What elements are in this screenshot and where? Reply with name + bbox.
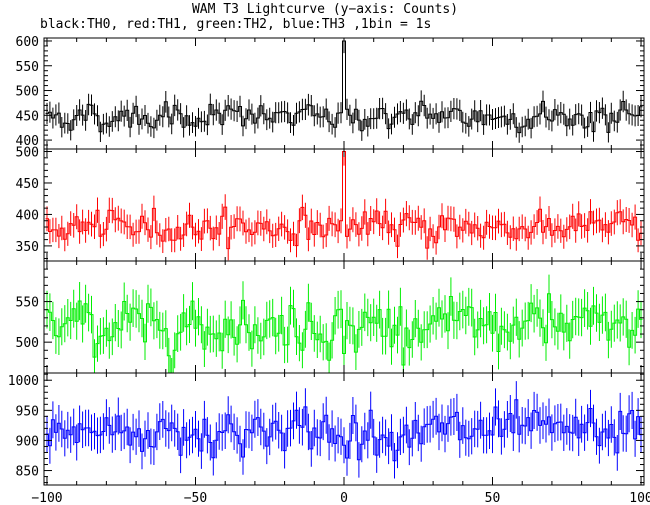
y-tick-label: 600 [16,35,39,50]
panel-th1: 350 400 450 500 [16,146,645,262]
y-tick-label: 1000 [8,374,39,389]
y-tick-label: 450 [16,177,39,192]
y-tick-label: 400 [16,208,39,223]
y-tick-label: 850 [16,465,39,480]
panel-frame [43,37,645,150]
chart-title: WAM T3 Lightcurve (y−axis: Counts) [191,2,459,17]
error-bars [46,381,642,479]
series-th2 [45,274,643,373]
y-tick-label: 500 [16,146,39,161]
x-tick-label: −100 [31,491,62,505]
step-line [45,40,643,134]
x-tick-label: 50 [485,491,501,505]
chart-subtitle: black:TH0, red:TH1, green:TH2, blue:TH3 … [40,17,432,32]
x-tick-label: −50 [184,491,207,505]
panel-th3: 850 900 950 1000 [8,372,645,486]
step-line [45,151,643,250]
x-tick-label: 0 [340,491,348,505]
x-tick-label: 100 [629,491,650,505]
y-tick-label: 950 [16,404,39,419]
series-th0 [45,38,643,143]
y-tick-label: 450 [16,109,39,124]
step-line [45,293,643,373]
panel-frame [43,148,645,262]
y-tick-label: 400 [16,134,39,149]
panel-th0: 400 450 500 550 600 [16,35,645,150]
y-tick-label: 350 [16,240,39,255]
y-tick-label: 550 [16,60,39,75]
y-tick-label: 900 [16,434,39,449]
step-line [45,399,643,462]
y-tick-label: 500 [16,336,39,351]
y-tick-label: 550 [16,296,39,311]
series-th3 [45,381,643,479]
y-tick-label: 500 [16,85,39,100]
